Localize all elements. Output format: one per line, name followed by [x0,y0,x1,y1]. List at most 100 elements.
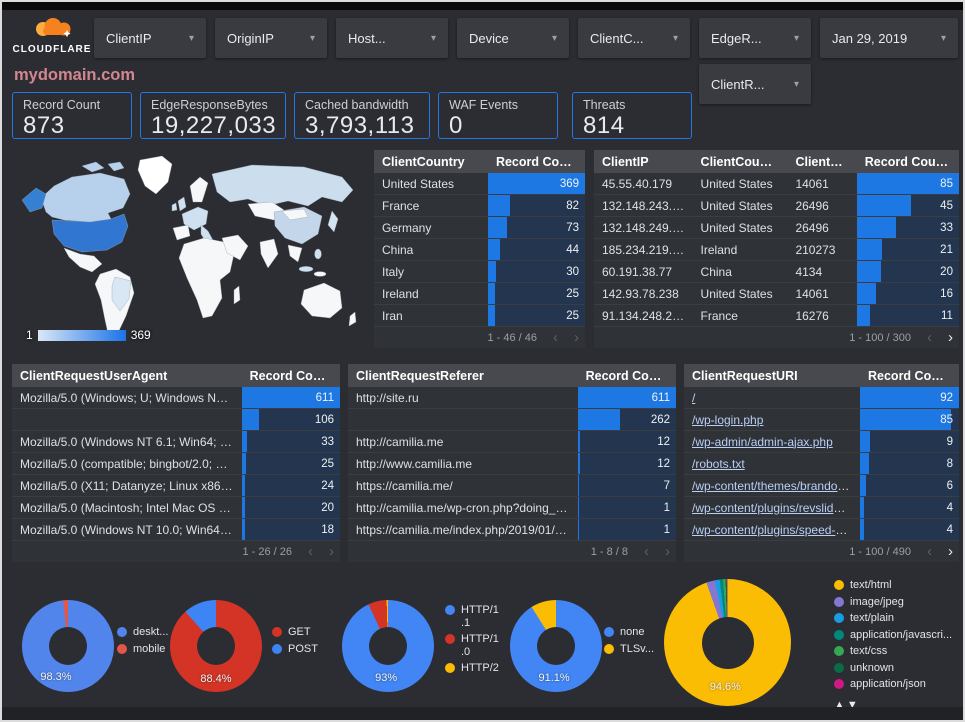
legend-item[interactable]: text/css [834,645,952,658]
table-row[interactable]: United States 369 [374,173,585,195]
uri-link[interactable]: /wp-login.php [692,412,764,427]
filter-clientip[interactable]: ClientIP ▾ [94,18,206,58]
legend-item[interactable]: mobile [117,643,168,656]
sort-header[interactable]: Record Count▾ [488,155,585,169]
table-row[interactable]: Italy 30 [374,261,585,283]
legend-item[interactable]: text/plain [834,612,952,625]
prev-page-icon[interactable]: ‹ [927,543,932,560]
sort-asc-icon: ▲ [834,698,847,711]
legend-item[interactable]: GET [272,626,318,639]
filter-device[interactable]: Device ▾ [457,18,569,58]
user-agent-table-header[interactable]: ClientRequestUserAgent Record Count▾ [12,364,340,387]
prev-page-icon[interactable]: ‹ [308,543,313,560]
legend-item[interactable]: unknown [834,662,952,675]
table-row[interactable]: Mozilla/5.0 (compatible; bingbot/2.0; +h… [12,453,340,475]
table-row[interactable]: Mozilla/5.0 (Windows NT 6.1; Win64; x64;… [12,431,340,453]
sort-header[interactable]: Record Count▾ [242,369,340,383]
donut-percent-label: 98.3% [40,671,72,683]
table-row[interactable]: 142.93.78.238 United States 14061 16 [594,283,959,305]
table-row[interactable]: Germany 73 [374,217,585,239]
scorecard-record-count: Record Count 873 [12,92,132,139]
table-row[interactable]: http://www.camilia.me 12 [348,453,676,475]
caret-down-icon: ▾ [940,32,946,44]
sort-header[interactable]: Record Count▾ [868,368,959,383]
table-row[interactable]: Mozilla/5.0 (X11; Datanyze; Linux x86_64… [12,475,340,497]
table-row[interactable]: /wp-login.php 85 [684,409,959,431]
uri-link[interactable]: /robots.txt [692,456,745,471]
table-row[interactable]: 262 [348,409,676,431]
uri-link[interactable]: /wp-admin/admin-ajax.php [692,434,833,449]
legend-item[interactable]: TLSv... [604,643,654,656]
world-map-chart[interactable]: 1 369 [12,150,368,348]
table-row[interactable]: /wp-content/plugins/revslider/rs-p... 4 [684,497,959,519]
table-row[interactable]: Ireland 25 [374,283,585,305]
table-row[interactable]: http://site.ru 611 [348,387,676,409]
legend-item[interactable]: application/json [834,678,952,691]
legend-item[interactable]: application/javascri... [834,629,952,642]
next-page-icon[interactable]: › [948,543,953,560]
table-row[interactable]: Mozilla/5.0 (Macintosh; Intel Mac OS X 1… [12,497,340,519]
next-page-icon[interactable]: › [574,329,579,346]
table-row[interactable]: 185.234.219.70 Ireland 210273 21 [594,239,959,261]
legend-item[interactable]: deskt... [117,626,168,639]
filter-clientcountry[interactable]: ClientC... ▾ [578,18,690,58]
uri-link[interactable]: / [692,390,696,405]
legend-sort-arrows[interactable]: ▲▼ [834,699,952,711]
table-row[interactable]: 60.191.38.77 China 4134 20 [594,261,959,283]
table-row[interactable]: 91.134.248.235 France 16276 11 [594,305,959,327]
table-row[interactable]: /wp-content/plugins/speed-booste...4 [684,519,959,541]
device-donut-chart[interactable]: 98.3% [22,600,114,692]
table-row[interactable]: /92 [684,387,959,409]
table-row[interactable]: 132.148.249.210 United States 26496 33 [594,217,959,239]
table-row[interactable]: Iran 25 [374,305,585,327]
next-page-icon[interactable]: › [665,543,670,560]
legend-item[interactable]: image/jpeg [834,596,952,609]
date-range-picker[interactable]: Jan 29, 2019 ▾ [820,18,958,58]
table-row[interactable]: http://camilia.me 12 [348,431,676,453]
table-row[interactable]: China 44 [374,239,585,261]
legend-item[interactable]: HTTP/1.1 [445,604,503,629]
table-row[interactable]: France 82 [374,195,585,217]
table-row[interactable]: /robots.txt 8 [684,453,959,475]
filter-edgeresponse[interactable]: EdgeR... ▾ [699,18,811,58]
request-method-donut-chart[interactable]: 88.4% [170,600,262,692]
client-country-table-header[interactable]: ClientCountry Record Count▾ [374,150,585,173]
prev-page-icon[interactable]: ‹ [553,329,558,346]
uri-link[interactable]: /wp-content/plugins/revslider/rs-p... [692,500,860,515]
prev-page-icon[interactable]: ‹ [644,543,649,560]
legend-item[interactable]: POST [272,643,318,656]
filter-originip[interactable]: OriginIP ▾ [215,18,327,58]
table-row[interactable]: 45.55.40.179 United States 14061 85 [594,173,959,195]
table-row[interactable]: http://camilia.me/wp-cron.php?doing_wp_c… [348,497,676,519]
next-page-icon[interactable]: › [329,543,334,560]
uri-link[interactable]: /wp-content/themes/brandon/plu... [692,478,860,493]
table-row[interactable]: https://camilia.me/7 [348,475,676,497]
referer-table-header[interactable]: ClientRequestReferer Record Count▾ [348,364,676,387]
request-uri-table-header[interactable]: ClientRequestURI Record Count ▾ [684,364,959,387]
legend-item[interactable]: none [604,626,654,639]
sort-header[interactable]: Record Count▾ [578,369,676,383]
legend-item[interactable]: text/html [834,579,952,592]
content-type-donut-legend: text/html image/jpeg text/plain applicat… [834,579,952,711]
tls-version-donut-chart[interactable]: 91.1% [510,600,602,692]
sort-header[interactable]: Record Count▾ [864,154,956,169]
table-row[interactable]: Mozilla/5.0 (Windows NT 10.0; Win64; x64… [12,519,340,541]
client-ip-table-header[interactable]: ClientIP ClientCountry ClientASN Record … [594,150,959,173]
table-row[interactable]: /wp-content/themes/brandon/plu... 6 [684,475,959,497]
map-legend-min: 1 [26,328,33,342]
next-page-icon[interactable]: › [948,329,953,346]
table-row[interactable]: Mozilla/5.0 (Windows; U; Windows NT 5.1;… [12,387,340,409]
table-row[interactable]: 106 [12,409,340,431]
legend-item[interactable]: HTTP/2 [445,662,503,675]
filter-host[interactable]: Host... ▾ [336,18,448,58]
uri-link[interactable]: /wp-content/plugins/speed-booste... [692,522,860,537]
filter-clientrequest[interactable]: ClientR... ▾ [699,64,811,104]
table-row[interactable]: 132.148.243.238 United States 26496 45 [594,195,959,217]
prev-page-icon[interactable]: ‹ [927,329,932,346]
table-row[interactable]: https://camilia.me/index.php/2019/01/26/… [348,519,676,541]
table-row[interactable]: /wp-admin/admin-ajax.php 9 [684,431,959,453]
http-version-donut-chart[interactable]: 93% [342,600,434,692]
legend-item[interactable]: HTTP/1.0 [445,633,503,658]
donut-hole [701,616,754,669]
content-type-donut-chart[interactable]: 94.6% [664,579,791,706]
